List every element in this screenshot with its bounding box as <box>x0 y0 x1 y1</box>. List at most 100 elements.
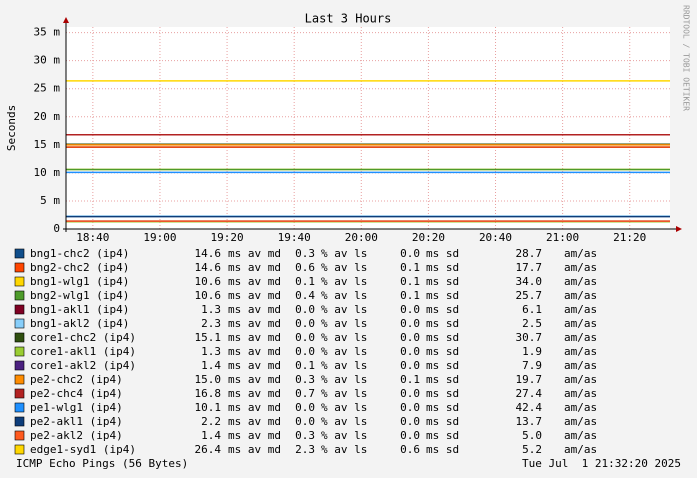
axis-arrow <box>676 226 682 232</box>
legend-median: 2.2 <box>201 415 221 428</box>
legend-unit: am/as <box>564 275 597 288</box>
legend-name: pe1-wlg1 (ip4) <box>30 401 123 414</box>
x-tick-label: 20:20 <box>412 231 445 244</box>
x-tick-label: 21:00 <box>546 231 579 244</box>
y-tick-label: 30 m <box>34 54 61 67</box>
legend-median: 1.4 <box>201 359 221 372</box>
legend-unit: % av ls <box>321 373 367 386</box>
legend-unit: am/as <box>564 331 597 344</box>
footer-right: Tue Jul 1 21:32:20 2025 <box>522 457 681 470</box>
legend-name: edge1-syd1 (ip4) <box>30 443 136 456</box>
legend-median: 15.0 <box>195 373 222 386</box>
legend-unit: ms av md <box>228 429 281 442</box>
legend-sd: 0.0 <box>400 331 420 344</box>
legend-loss: 0.7 <box>295 387 315 400</box>
legend-amas: 17.7 <box>516 261 543 274</box>
legend-unit: ms sd <box>426 247 459 260</box>
legend-unit: % av ls <box>321 289 367 302</box>
legend-name: core1-akl2 (ip4) <box>30 359 136 372</box>
legend-unit: am/as <box>564 359 597 372</box>
legend-swatch <box>14 416 25 427</box>
legend-median: 10.1 <box>195 401 222 414</box>
legend-amas: 7.9 <box>522 359 542 372</box>
plot-area <box>66 27 670 229</box>
legend-loss: 0.3 <box>295 373 315 386</box>
legend-sd: 0.1 <box>400 289 420 302</box>
legend-sd: 0.0 <box>400 359 420 372</box>
legend-unit: ms sd <box>426 401 459 414</box>
legend-unit: am/as <box>564 289 597 302</box>
legend-name: core1-akl1 (ip4) <box>30 345 136 358</box>
legend-name: bng1-wlg1 (ip4) <box>30 275 129 288</box>
legend-unit: am/as <box>564 373 597 386</box>
legend-unit: ms av md <box>228 261 281 274</box>
legend-loss: 0.0 <box>295 303 315 316</box>
legend-amas: 1.9 <box>522 345 542 358</box>
legend-unit: ms sd <box>426 289 459 302</box>
legend-swatch <box>14 388 25 399</box>
legend-unit: ms sd <box>426 443 459 456</box>
x-tick-label: 20:40 <box>479 231 512 244</box>
legend-amas: 34.0 <box>516 275 543 288</box>
legend-median: 15.1 <box>195 331 222 344</box>
legend-unit: am/as <box>564 303 597 316</box>
legend-loss: 0.4 <box>295 289 315 302</box>
legend-amas: 19.7 <box>516 373 543 386</box>
legend-unit: ms av md <box>228 331 281 344</box>
legend-unit: ms sd <box>426 331 459 344</box>
legend-unit: ms sd <box>426 275 459 288</box>
legend-sd: 0.1 <box>400 373 420 386</box>
legend-sd: 0.0 <box>400 247 420 260</box>
legend-unit: am/as <box>564 443 597 456</box>
legend-unit: ms sd <box>426 387 459 400</box>
legend-unit: ms av md <box>228 373 281 386</box>
legend-unit: ms sd <box>426 429 459 442</box>
legend-sd: 0.0 <box>400 429 420 442</box>
legend-sd: 0.0 <box>400 317 420 330</box>
legend-loss: 0.0 <box>295 401 315 414</box>
y-tick-label: 35 m <box>34 26 61 39</box>
y-tick-label: 5 m <box>40 194 60 207</box>
legend-unit: ms sd <box>426 359 459 372</box>
legend-amas: 2.5 <box>522 317 542 330</box>
legend-swatch <box>14 346 25 357</box>
legend-unit: ms sd <box>426 303 459 316</box>
legend-unit: ms sd <box>426 345 459 358</box>
legend-unit: % av ls <box>321 429 367 442</box>
x-tick-label: 21:20 <box>613 231 646 244</box>
legend-unit: am/as <box>564 247 597 260</box>
y-tick-label: 10 m <box>34 166 61 179</box>
legend-swatch <box>14 318 25 329</box>
legend-unit: am/as <box>564 261 597 274</box>
footer-left: ICMP Echo Pings (56 Bytes) <box>16 457 188 470</box>
y-tick-label: 25 m <box>34 82 61 95</box>
legend-amas: 28.7 <box>516 247 543 260</box>
legend-name: pe2-chc4 (ip4) <box>30 387 123 400</box>
y-tick-label: 20 m <box>34 110 61 123</box>
legend-unit: ms sd <box>426 373 459 386</box>
legend-unit: ms sd <box>426 317 459 330</box>
legend-unit: % av ls <box>321 317 367 330</box>
legend-name: pe2-chc2 (ip4) <box>30 373 123 386</box>
legend-swatch <box>14 430 25 441</box>
legend-name: bng2-wlg1 (ip4) <box>30 289 129 302</box>
x-tick-label: 20:00 <box>345 231 378 244</box>
legend-amas: 27.4 <box>516 387 543 400</box>
x-tick-label: 19:40 <box>278 231 311 244</box>
legend-unit: am/as <box>564 401 597 414</box>
legend-unit: % av ls <box>321 331 367 344</box>
legend-amas: 30.7 <box>516 331 543 344</box>
legend-loss: 0.6 <box>295 261 315 274</box>
legend-sd: 0.0 <box>400 415 420 428</box>
legend-amas: 5.2 <box>522 443 542 456</box>
legend-loss: 0.1 <box>295 275 315 288</box>
axis-arrow <box>63 17 69 23</box>
legend-median: 10.6 <box>195 275 222 288</box>
legend-unit: ms av md <box>228 247 281 260</box>
legend-median: 14.6 <box>195 261 222 274</box>
legend-name: bng2-chc2 (ip4) <box>30 261 129 274</box>
legend-median: 26.4 <box>195 443 222 456</box>
legend-amas: 6.1 <box>522 303 542 316</box>
watermark: RRDTOOL / TOBI OETIKER <box>682 5 691 111</box>
legend-loss: 2.3 <box>295 443 315 456</box>
